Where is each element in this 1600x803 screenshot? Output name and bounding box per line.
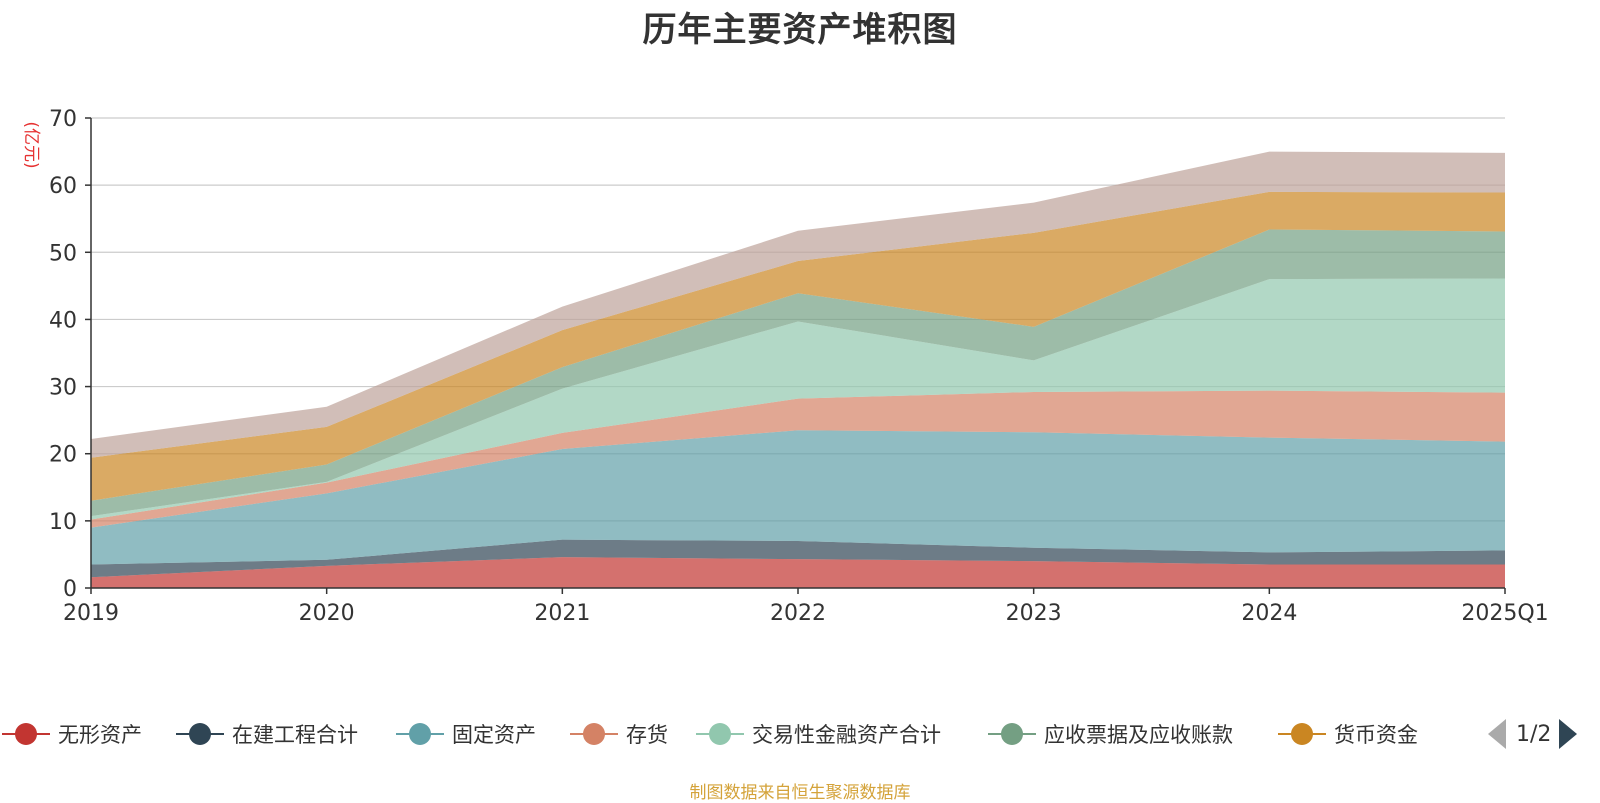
area-series-4	[91, 278, 1505, 520]
legend-label: 货币资金	[1334, 723, 1418, 747]
legend-label: 固定资产	[452, 723, 536, 747]
y-axis-unit-label: (亿元)	[21, 121, 41, 168]
x-tick-label: 2022	[770, 601, 826, 626]
data-source-note: 制图数据来自恒生聚源数据库	[689, 783, 911, 803]
legend-item-receivables[interactable]: 应收票据及应收账款	[988, 716, 1233, 752]
y-tick-label: 20	[49, 443, 77, 468]
legend-circle-icon	[176, 722, 224, 746]
legend-item-inventory[interactable]: 存货	[570, 716, 668, 752]
legend-item-fixed-assets[interactable]: 固定资产	[396, 716, 536, 752]
legend: 无形资产 在建工程合计 固定资产 存货 交易性金融资产合计 应收票据及应收账款 …	[0, 716, 1600, 752]
legend-label: 应收票据及应收账款	[1044, 723, 1233, 747]
legend-label: 存货	[626, 723, 668, 747]
legend-circle-icon	[696, 722, 744, 746]
y-tick-label: 50	[49, 241, 77, 266]
legend-item-construction-in-progress[interactable]: 在建工程合计	[176, 716, 358, 752]
legend-label: 无形资产	[58, 723, 142, 747]
chart-title: 历年主要资产堆积图	[642, 10, 958, 50]
x-tick-label: 2024	[1241, 601, 1297, 626]
area-series-0	[91, 557, 1505, 588]
legend-circle-icon	[2, 722, 50, 746]
pager-prev-arrow-icon[interactable]	[1488, 719, 1506, 749]
y-tick-label: 0	[63, 577, 77, 602]
area-series-7	[91, 151, 1505, 458]
legend-item-intangible-assets[interactable]: 无形资产	[2, 716, 142, 752]
x-tick-label: 2025Q1	[1461, 601, 1548, 626]
area-series-6	[91, 191, 1505, 501]
legend-circle-icon	[988, 722, 1036, 746]
area-series-2	[91, 430, 1505, 565]
legend-circle-icon	[570, 722, 618, 746]
legend-pager: 1/2	[1488, 718, 1578, 750]
x-tick-label: 2021	[534, 601, 590, 626]
legend-item-trading-financial-assets[interactable]: 交易性金融资产合计	[696, 716, 941, 752]
x-tick-label: 2019	[63, 601, 119, 626]
y-tick-label: 30	[49, 376, 77, 401]
y-tick-label: 10	[49, 510, 77, 535]
x-tick-label: 2020	[299, 601, 355, 626]
legend-label: 在建工程合计	[232, 723, 358, 747]
area-series-3	[91, 390, 1505, 528]
legend-circle-icon	[1278, 722, 1326, 746]
stacked-area-chart: 0 10 20 30 40 50 60 70 2019 2020 2021 2022 2023 2024 2…	[21, 107, 1549, 626]
area-series-1	[91, 539, 1505, 578]
area-series	[91, 151, 1505, 588]
y-tick-label: 70	[49, 107, 77, 132]
legend-label: 交易性金融资产合计	[752, 723, 941, 747]
axes: 0 10 20 30 40 50 60 70 2019 2020 2021 2022 2023 2024 2…	[49, 107, 1549, 626]
x-tick-label: 2023	[1006, 601, 1062, 626]
y-tick-label: 60	[49, 174, 77, 199]
pager-next-arrow-icon[interactable]	[1559, 719, 1578, 749]
legend-circle-icon	[396, 722, 444, 746]
legend-item-cash[interactable]: 货币资金	[1278, 716, 1418, 752]
area-series-5	[91, 229, 1505, 517]
pager-page-indicator: 1/2	[1516, 721, 1552, 747]
y-tick-label: 40	[49, 308, 77, 333]
